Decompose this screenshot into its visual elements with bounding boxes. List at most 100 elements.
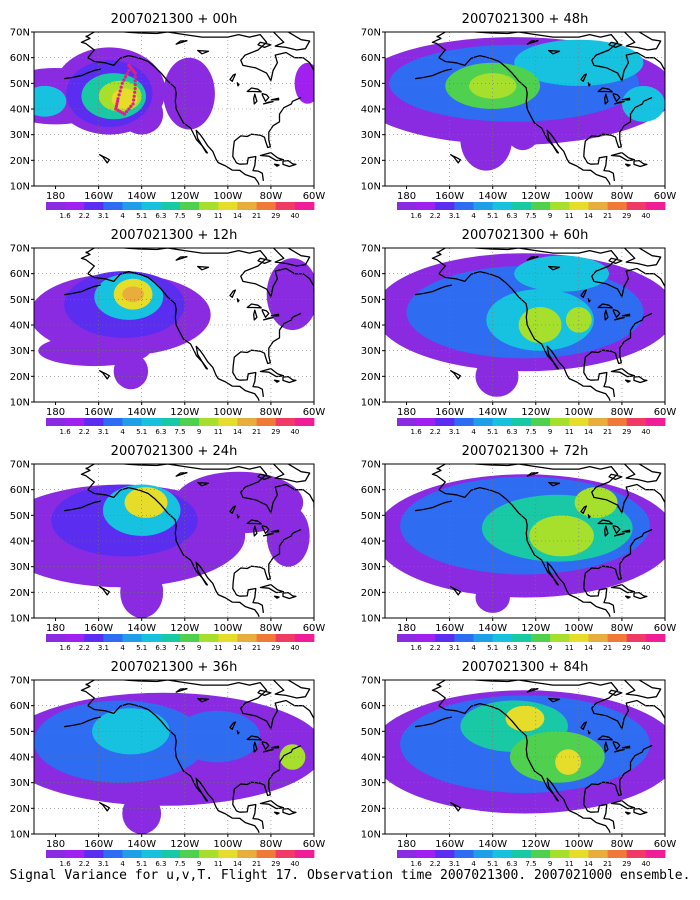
colorbar-label: 29 [622, 644, 631, 652]
colorbar-swatch [492, 850, 513, 858]
colorbar-swatch [84, 418, 104, 426]
colorbar-label: 7.5 [174, 428, 185, 436]
colorbar-swatch [645, 418, 666, 426]
colorbar-swatch [511, 418, 532, 426]
lon-label: 180 [397, 839, 416, 850]
dropsonde-point [127, 68, 131, 73]
colorbar-label: 9 [197, 860, 201, 868]
colorbar-label: 5.1 [487, 428, 498, 436]
lon-label: 60W [654, 407, 677, 418]
lat-label: 50N [361, 79, 381, 90]
lon-label: 60W [654, 623, 677, 634]
dropsonde-point [133, 83, 137, 87]
coastlines [64, 680, 314, 833]
coastline [580, 289, 588, 298]
lat-label: 20N [10, 804, 30, 815]
grid [385, 248, 665, 402]
lon-label: 140W [127, 839, 156, 850]
lat-label: 10N [10, 614, 30, 625]
coastline [80, 467, 95, 491]
lon-label: 60W [654, 839, 677, 850]
colorbar-label: 4 [471, 212, 476, 220]
variance-contour [529, 515, 594, 557]
coastline [415, 68, 452, 80]
lat-label: 40N [10, 105, 30, 116]
coastline [262, 532, 274, 537]
coastline [436, 32, 665, 82]
coastline [436, 464, 665, 514]
coastline [623, 680, 662, 699]
dropsonde-point [122, 78, 126, 82]
coastline [232, 528, 302, 613]
coastline [624, 811, 631, 815]
colorbar-label: 2.2 [430, 860, 441, 868]
dropsonde-point [132, 94, 136, 98]
lat-label: 60N [10, 485, 30, 496]
dropsonde-point [117, 93, 121, 97]
coastline [253, 525, 258, 537]
colorbar-label: 5.1 [136, 860, 147, 868]
lat-label: 60N [10, 53, 30, 64]
lat-label: 30N [361, 130, 381, 141]
colorbar-swatch [416, 634, 436, 642]
grid [385, 464, 665, 618]
dropsonde-point [131, 102, 135, 106]
variance-contour [555, 749, 581, 775]
coastline [608, 41, 623, 49]
colorbar-swatch [626, 634, 647, 642]
lon-label: 180 [46, 191, 65, 202]
coastline [282, 807, 297, 816]
coastline [633, 159, 648, 168]
colorbar-label: 21 [603, 860, 612, 868]
coastline [624, 379, 631, 383]
colorbar-swatch [531, 418, 551, 426]
coastline [612, 308, 621, 318]
coastline [197, 481, 210, 487]
colorbar-label: 2.2 [430, 212, 441, 220]
colorbar-label: 14 [233, 644, 242, 652]
variance-contour [294, 62, 314, 104]
lon-label: 140W [478, 839, 507, 850]
coastline [526, 256, 539, 261]
lat-label: 20N [10, 588, 30, 599]
lat-label: 50N [10, 295, 30, 306]
colorbar-swatch [218, 850, 238, 858]
dropsonde-point [119, 85, 123, 89]
colorbar-swatch [65, 634, 85, 642]
colorbar-label: 6.3 [155, 428, 166, 436]
coastline [590, 242, 609, 247]
variance-contour [574, 487, 618, 518]
lon-label: 120W [170, 407, 199, 418]
coastline [548, 265, 561, 271]
coastline [232, 744, 302, 829]
lon-label: 100W [213, 191, 242, 202]
coastline [621, 529, 631, 533]
coastline [583, 744, 653, 829]
coastline [590, 458, 609, 463]
lat-label: 70N [10, 28, 30, 39]
panel-title: 2007021300 + 60h [462, 228, 589, 243]
colorbar-swatch [218, 202, 238, 210]
lon-label: 140W [127, 623, 156, 634]
axes: 70N 60N 50N 40N 30N 20N 10N 180 160W 140W 120W 100W… [361, 244, 677, 419]
colorbar-swatch [103, 850, 123, 858]
lat-label: 50N [361, 511, 381, 522]
colorbar-label: 29 [622, 428, 631, 436]
coastline [526, 688, 539, 693]
colorbar-label: 2.2 [79, 428, 90, 436]
coastline [613, 532, 625, 537]
colorbar-label: 9 [197, 212, 201, 220]
colorbar-label: 5.1 [487, 860, 498, 868]
coastline [633, 807, 648, 816]
coastline [415, 284, 452, 296]
colorbar-swatch [550, 850, 570, 858]
colorbar-swatch [492, 418, 513, 426]
colorbar-swatch [180, 418, 200, 426]
colorbar-swatch [180, 634, 200, 642]
coastline [273, 163, 280, 167]
colorbar-swatch [275, 202, 296, 210]
map-panel-12h: 2007021300 + 12h 70N 60N 50N 40N 30N 20N 10N 180… [10, 228, 326, 436]
lat-label: 20N [10, 156, 30, 167]
colorbar-label: 4 [471, 428, 476, 436]
colorbar-swatch [435, 634, 455, 642]
